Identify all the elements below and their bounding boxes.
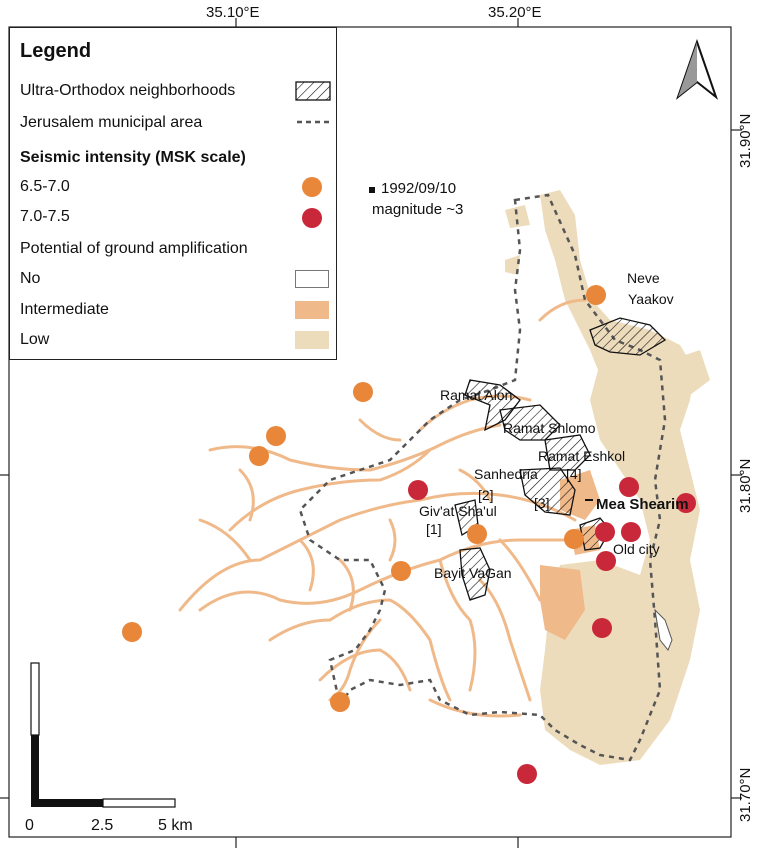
intensity-6.5-7.0-points [122,285,606,712]
lat-label-31.90: 31.90°N [737,113,754,168]
red-point [621,522,641,542]
scale-label-0: 0 [25,817,34,834]
orange-point [467,524,487,544]
lon-label-35.20: 35.20°E [488,4,542,21]
municipal-boundary [298,193,667,762]
north-arrow-icon [675,38,719,100]
graticule-ticks [0,18,742,848]
intermediate-swatch-icon [295,301,329,319]
low-swatch-icon [295,331,329,349]
legend-title: Legend [20,40,92,62]
ultra-orthodox-neighborhoods [454,317,667,601]
label-n2: [2] [478,487,494,503]
lat-label-31.80: 31.80°N [737,458,754,513]
label-ramat-eshkol: Ramat Eshkol [538,448,626,464]
dashed-line-icon [297,120,329,124]
red-point [619,477,639,497]
legend-intermediate: Intermediate [20,301,109,318]
red-point [676,493,696,513]
event-date: 1992/09/10 [381,180,457,197]
orange-point [330,692,350,712]
legend-ultra-orthodox: Ultra-Orthodox neighborhoods [20,82,236,99]
legend-municipal: Jerusalem municipal area [20,114,203,131]
legend-panel: Legend Ultra-Orthodox neighborhoods Jeru… [9,27,337,360]
label-n1: [1] [426,521,442,537]
orange-point [391,561,411,581]
label-bayit-vagan: Bayit VaGan [434,565,512,581]
label-sanhedria: Sanhedria [474,466,538,482]
red-point [592,618,612,638]
label-n3: [3] [534,495,550,511]
red-point [408,480,428,500]
orange-point [586,285,606,305]
label-old-city: Old city [613,541,660,557]
scale-label-5km: 5 km [158,817,193,834]
orange-point [122,622,142,642]
orange-dot-icon [302,177,322,197]
red-point [595,522,615,542]
event-marker [369,187,375,193]
red-point [596,551,616,571]
legend-amp-title: Potential of ground amplification [20,240,248,257]
orange-point [353,382,373,402]
label-n4: [4] [566,466,582,482]
legend-seismic-title: Seismic intensity (MSK scale) [20,149,246,166]
legend-low: Low [20,331,50,348]
label-mea-shearim: Mea Shearim [596,496,689,513]
event-magnitude: magnitude ~3 [372,201,464,218]
intermediate-amplification-zone [178,298,587,718]
lon-label-35.10: 35.10°E [206,4,260,21]
legend-i65: 6.5-7.0 [20,178,70,195]
no-swatch-icon [295,270,329,288]
scale-label-2.5: 2.5 [91,817,114,834]
label-yaakov: Yaakov [628,291,674,307]
label-givat-shaul: Giv'at Sha'ul [419,503,497,519]
white-patch [654,608,673,651]
legend-no: No [20,270,41,287]
label-ramat-alon: Ramat Alon [440,387,513,403]
hatch-swatch-icon [295,81,331,101]
orange-point [249,446,269,466]
label-neve: Neve [627,270,660,286]
orange-point [266,426,286,446]
map-frame [8,26,732,838]
label-ramat-shlomo: Ramat Shlomo [503,420,596,436]
lat-label-31.70: 31.70°N [737,767,754,822]
intensity-7.0-7.5-points [408,477,696,784]
red-point [517,764,537,784]
scale-bar [30,662,176,808]
orange-point [564,529,584,549]
legend-i70: 7.0-7.5 [20,208,70,225]
red-dot-icon [302,208,322,228]
